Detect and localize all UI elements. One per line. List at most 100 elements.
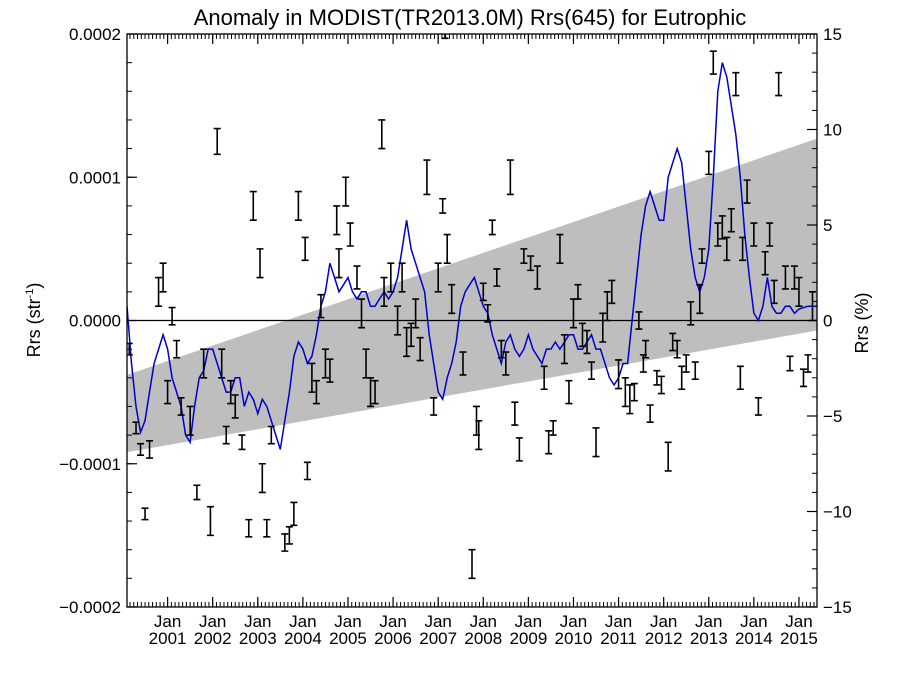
error-bar-23 <box>256 248 264 279</box>
error-bar-124 <box>761 250 769 276</box>
error-bar-92 <box>608 279 616 305</box>
error-bar-128 <box>781 265 789 290</box>
error-bar-79 <box>545 430 553 455</box>
error-bar-47 <box>378 119 386 150</box>
error-bar-50 <box>394 305 402 336</box>
error-bar-22 <box>249 190 257 222</box>
error-bar-93 <box>615 359 623 390</box>
error-bar-59 <box>439 197 447 214</box>
error-bar-17 <box>222 425 230 445</box>
error-bar-115 <box>718 215 726 240</box>
error-bar-18 <box>227 379 235 405</box>
x-tick-label-year-1: 2002 <box>194 629 232 648</box>
error-bar-100 <box>646 404 654 424</box>
error-bar-114 <box>714 222 722 247</box>
error-bar-104 <box>669 332 677 352</box>
error-bar-74 <box>515 437 523 462</box>
error-bar-105 <box>673 339 681 359</box>
error-bar-58 <box>434 262 442 293</box>
error-bar-4 <box>146 440 154 459</box>
error-bar-51 <box>398 262 406 293</box>
x-tick-label-year-13: 2014 <box>735 629 773 648</box>
error-bar-132 <box>799 368 807 388</box>
error-bar-85 <box>574 283 582 300</box>
error-bar-7 <box>164 379 172 405</box>
error-bar-55 <box>416 336 424 362</box>
x-tick-label-year-10: 2011 <box>600 629 637 648</box>
y-right-tick-label-2: −5 <box>823 407 842 426</box>
error-bar-127 <box>775 71 783 97</box>
x-tick-label-month-1: Jan <box>199 612 226 631</box>
error-bar-109 <box>691 361 699 381</box>
error-bar-71 <box>502 351 510 376</box>
error-bar-107 <box>682 354 690 373</box>
error-bar-73 <box>511 401 519 426</box>
x-tick-label-month-8: Jan <box>515 612 542 631</box>
error-bar-60 <box>443 233 451 264</box>
y-right-tick-label-1: −10 <box>823 503 852 522</box>
error-bar-88 <box>588 361 596 381</box>
error-bar-29 <box>290 501 298 527</box>
error-bar-65 <box>475 419 483 451</box>
error-bar-89 <box>592 427 600 458</box>
error-bar-42 <box>353 265 361 290</box>
error-bar-94 <box>621 377 629 408</box>
error-bar-24 <box>258 462 266 494</box>
y-right-tick-label-3: 0 <box>823 312 832 331</box>
error-bar-125 <box>766 222 774 247</box>
error-bar-112 <box>705 150 713 176</box>
x-tick-label-year-2: 2003 <box>239 629 277 648</box>
error-bar-20 <box>238 434 246 451</box>
error-bar-12 <box>193 484 201 501</box>
error-bar-82 <box>560 334 568 365</box>
error-bar-5 <box>155 276 163 307</box>
error-bar-52 <box>403 326 411 358</box>
x-tick-label-month-13: Jan <box>740 612 767 631</box>
error-bar-91 <box>603 291 611 322</box>
error-bar-35 <box>317 293 325 319</box>
error-bar-33 <box>308 362 316 393</box>
error-bar-54 <box>412 298 420 329</box>
error-bar-19 <box>231 394 239 419</box>
error-bar-49 <box>387 262 395 293</box>
error-bar-16 <box>218 348 226 379</box>
error-bar-87 <box>583 329 591 355</box>
x-tick-label-year-14: 2015 <box>780 629 818 648</box>
y-axis-left-label-sup: -1 <box>24 289 36 299</box>
error-bar-39 <box>335 248 343 279</box>
x-tick-label-year-8: 2009 <box>509 629 547 648</box>
error-bar-21 <box>245 518 253 538</box>
x-tick-label-year-7: 2008 <box>464 629 502 648</box>
y-axis-right-label: Rrs (%) <box>852 293 872 354</box>
x-tick-label-year-4: 2005 <box>329 629 367 648</box>
error-bar-76 <box>527 255 535 272</box>
error-bar-81 <box>556 233 564 264</box>
error-bar-83 <box>565 379 573 405</box>
error-bar-122 <box>750 222 758 247</box>
error-bar-45 <box>367 377 375 408</box>
y-right-tick-label-6: 15 <box>823 25 842 44</box>
error-bar-6 <box>159 262 167 293</box>
x-tick-label-month-6: Jan <box>424 612 451 631</box>
error-bar-130 <box>790 265 798 290</box>
y-left-tick-label-3: 0.0001 <box>69 168 121 187</box>
error-bar-133 <box>804 354 812 373</box>
error-bar-119 <box>736 365 744 391</box>
error-bar-129 <box>786 355 794 372</box>
x-tick-label-year-3: 2004 <box>284 629 322 648</box>
x-tick-label-month-0: Jan <box>154 612 181 631</box>
error-bar-48 <box>380 276 388 307</box>
error-bar-106 <box>678 365 686 391</box>
error-bar-53 <box>407 322 415 348</box>
chart-title: Anomaly in MODIST(TR2013.0M) Rrs(645) fo… <box>194 5 747 30</box>
error-bar-99 <box>642 339 650 359</box>
error-bar-11 <box>186 405 194 436</box>
plot-area: −0.0002 −0.0001 0.0000 0.0001 0.0002 −15 −10 −5… <box>59 25 852 648</box>
x-tick-label-year-5: 2006 <box>374 629 412 648</box>
error-bar-86 <box>578 322 586 348</box>
x-tick-label-year-0: 2001 <box>149 629 187 648</box>
error-bar-103 <box>664 441 672 472</box>
x-tick-label-month-14: Jan <box>785 612 812 631</box>
error-bar-28 <box>285 525 293 545</box>
x-tick-label-month-2: Jan <box>244 612 271 631</box>
